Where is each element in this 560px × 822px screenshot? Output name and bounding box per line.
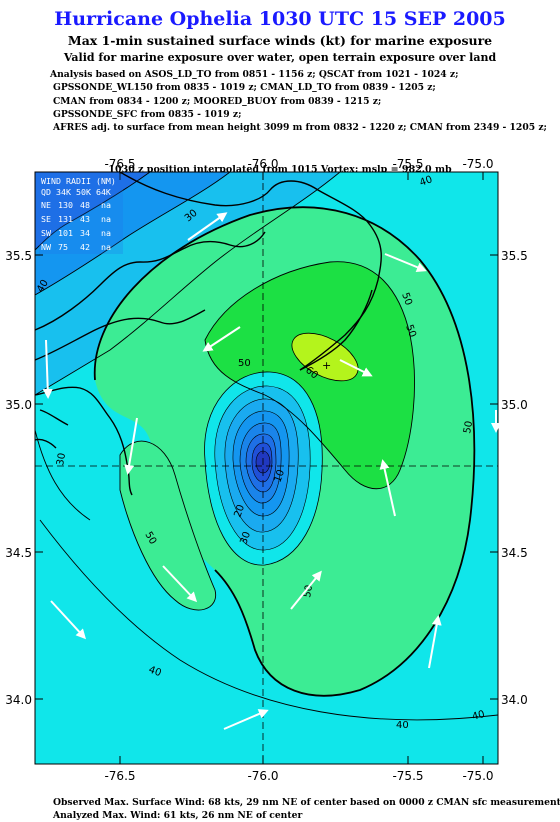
lat-labels-left: 35.5 35.0 34.5 34.0 (5, 249, 32, 707)
lon-tick-label: -75.5 (392, 769, 423, 783)
legend-r50: 34 (80, 228, 90, 238)
wind-arrow (290, 570, 322, 610)
lon-labels-top: -76.5 -76.0 -75.5 -75.0 (104, 157, 493, 171)
analysis-line: AFRES adj. to surface from mean height 3… (53, 122, 547, 134)
lon-tick-label: -75.5 (392, 157, 423, 171)
vortex-position-note: 1030 z position interpolated from 1015 V… (108, 164, 452, 175)
wind-arrow (428, 615, 442, 669)
footer-notes: Observed Max. Surface Wind: 68 kts, 29 n… (53, 796, 560, 822)
legend-r64: na (101, 228, 111, 238)
lat-tick-label: 34.0 (5, 693, 32, 707)
legend-r64: na (101, 200, 111, 210)
wind-band-50-60 (205, 261, 415, 489)
contour-label: 50 (403, 323, 418, 339)
wind-arrow (379, 459, 396, 517)
legend-quadrant: NW (41, 242, 51, 252)
map-subtitle: Max 1-min sustained surface winds (kt) f… (67, 33, 493, 48)
lat-tick-label: 35.5 (5, 249, 32, 263)
legend-header: WIND RADII (NM) (41, 176, 116, 186)
observed-max-wind: Observed Max. Surface Wind: 68 kts, 29 n… (53, 797, 560, 808)
wind-arrow (162, 565, 198, 603)
lon-tick-label: -75.0 (462, 157, 493, 171)
legend-r34: 101 (58, 228, 73, 238)
wind-arrow (42, 339, 53, 399)
lon-tick-label: -76.0 (247, 157, 278, 171)
lon-labels-bottom: -76.5 -76.0 -75.5 -75.0 (104, 769, 493, 783)
legend-quadrant: NE (41, 200, 51, 210)
lat-labels-right: 35.5 35.0 34.5 34.0 (501, 249, 528, 707)
contour-label: 50 (399, 291, 414, 307)
contour-label: 40 (147, 664, 163, 679)
legend-row: SE 131 43 na (41, 214, 111, 224)
wind-arrow (124, 417, 138, 475)
wind-vectors (42, 212, 501, 730)
legend-background (39, 174, 123, 254)
legend-r34: 130 (58, 200, 73, 210)
contour-label: 50 (462, 420, 475, 434)
contour-label: 40 (396, 720, 409, 731)
map-subtitle-exposure: Valid for marine exposure over water, op… (63, 51, 497, 64)
lat-tick-label: 35.5 (501, 249, 528, 263)
lat-tick-label: 34.5 (5, 546, 32, 560)
wind-radii-legend: WIND RADII (NM) QD 34K 50K 64K NE 130 48… (39, 174, 123, 254)
lat-tick-label: 34.5 (501, 546, 528, 560)
analyzed-max-wind: Analyzed Max. Wind: 61 kts, 26 nm NE of … (53, 810, 303, 821)
wind-contours (35, 172, 498, 721)
analysis-line: Analysis based on ASOS_LD_TO from 0851 -… (50, 69, 459, 80)
legend-row: NE 130 48 na (41, 200, 111, 210)
wind-arrow (50, 600, 87, 640)
legend-r64: na (101, 214, 111, 224)
map-title: Hurricane Ophelia 1030 UTC 15 SEP 2005 (54, 8, 506, 30)
center-crosshair (35, 172, 498, 764)
coastline (35, 172, 382, 496)
legend-r50: 43 (80, 214, 90, 224)
lon-tick-label: -76.5 (104, 157, 135, 171)
contour-label: 40 (418, 174, 434, 189)
contour-label: 10 (272, 468, 287, 484)
legend-quadrant: SW (41, 228, 51, 238)
lon-tick-label: -76.5 (104, 769, 135, 783)
wind-arrow (339, 359, 373, 377)
contour-label: 30 (55, 452, 68, 466)
analysis-line: GPSSONDE_SFC from 0835 - 1019 z; (53, 108, 242, 120)
wind-band-40-50-west (120, 441, 216, 611)
wind-arrow (223, 709, 269, 730)
lat-tick-label: 35.0 (5, 398, 32, 412)
contour-label: 20 (232, 503, 247, 519)
axis-ticks (35, 172, 498, 764)
wind-arrow (384, 253, 427, 272)
wind-field (35, 172, 498, 764)
legend-r64: na (101, 242, 111, 252)
wind-arrow (187, 212, 228, 241)
wind-band-60-plus (291, 332, 359, 382)
analysis-line: CMAN from 0834 - 1200 z; MOORED_BUOY fro… (53, 95, 382, 107)
lat-tick-label: 34.0 (501, 693, 528, 707)
legend-quadrant: SE (41, 214, 51, 224)
wind-arrow (202, 326, 241, 352)
analysis-sources: Analysis based on ASOS_LD_TO from 0851 -… (50, 68, 560, 134)
map-frame (34, 171, 499, 765)
lon-tick-label: -76.0 (247, 769, 278, 783)
legend-r50: 42 (80, 242, 90, 252)
contour-label: 50 (238, 358, 251, 369)
max-wind-marker: + (322, 359, 331, 372)
legend-row: SW 101 34 na (41, 228, 111, 238)
legend-r34: 131 (58, 214, 73, 224)
analysis-line: GPSSONDE_WL150 from 0835 - 1019 z; CMAN_… (53, 82, 436, 94)
wind-band-deepest-north (35, 172, 150, 250)
contour-label: 40 (471, 709, 486, 723)
wind-core (204, 371, 323, 566)
legend-columns: QD 34K 50K 64K (41, 187, 111, 197)
lon-tick-label: -75.0 (462, 769, 493, 783)
legend-r50: 48 (80, 200, 90, 210)
lat-tick-label: 35.0 (501, 398, 528, 412)
contour-label: 50 (302, 584, 315, 598)
legend-row: NW 75 42 na (41, 242, 111, 252)
legend-r34: 75 (58, 242, 68, 252)
contour-value-labels: 40 30 40 50 50 50 60 30 50 10 20 30 50 4… (35, 174, 486, 731)
contour-label: 30 (238, 530, 253, 546)
